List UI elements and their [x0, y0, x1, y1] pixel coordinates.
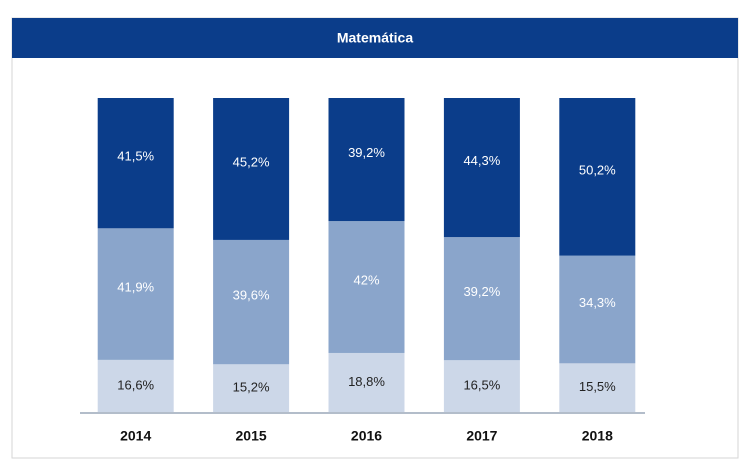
data-label: 42%: [353, 272, 379, 287]
x-tick-label: 2016: [351, 428, 382, 444]
x-tick-label: 2018: [582, 428, 613, 444]
x-tick-label: 2015: [236, 428, 267, 444]
data-label: 15,5%: [579, 379, 616, 394]
data-label: 34,3%: [579, 295, 616, 310]
bar-segment: [213, 239, 290, 365]
bar-segment: [213, 364, 290, 412]
bar-segment: [443, 360, 520, 412]
data-label: 39,2%: [463, 284, 500, 299]
data-label: 16,6%: [117, 377, 154, 392]
bar-segment: [328, 98, 405, 222]
data-label: 39,2%: [348, 145, 385, 160]
data-label: 45,2%: [233, 154, 270, 169]
data-label: 39,6%: [233, 288, 270, 303]
bar-segment: [328, 352, 405, 412]
data-label: 41,9%: [117, 280, 154, 295]
bar-segment: [328, 221, 405, 353]
bar-segment: [443, 237, 520, 361]
bar-segment: [559, 98, 636, 256]
data-label: 50,2%: [579, 162, 616, 177]
bar-segment: [213, 98, 290, 240]
data-label: 16,5%: [463, 378, 500, 393]
bar-segment: [559, 255, 636, 364]
x-tick-label: 2017: [466, 428, 497, 444]
data-label: 15,2%: [233, 380, 270, 395]
bar-segment: [559, 363, 636, 412]
data-label: 41,5%: [117, 149, 154, 164]
header-bar: [12, 18, 738, 58]
x-tick-label: 2014: [120, 428, 151, 444]
bar-segment: [97, 228, 174, 360]
bar-segment: [97, 98, 174, 229]
chart-title: Matemática: [337, 30, 413, 46]
bar-segment: [97, 359, 174, 412]
data-label: 18,8%: [348, 374, 385, 389]
data-label: 44,3%: [463, 153, 500, 168]
bar-segment: [443, 98, 520, 238]
